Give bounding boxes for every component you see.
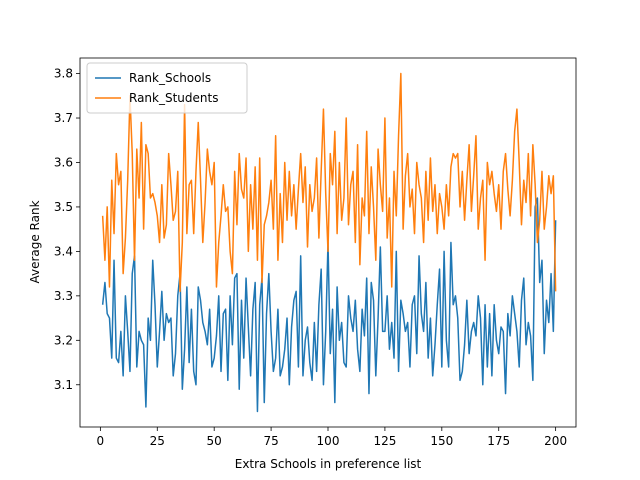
y-tick-label: 3.8 xyxy=(54,67,73,81)
x-tick-label: 150 xyxy=(430,434,453,448)
x-tick-label: 125 xyxy=(373,434,396,448)
x-axis-label: Extra Schools in preference list xyxy=(235,457,422,471)
y-tick-label: 3.5 xyxy=(54,200,73,214)
x-tick-label: 175 xyxy=(487,434,510,448)
y-tick-label: 3.1 xyxy=(54,378,73,392)
x-tick-label: 50 xyxy=(207,434,222,448)
legend-box xyxy=(86,62,248,114)
plot-frame xyxy=(79,57,577,428)
y-tick-label: 3.2 xyxy=(54,333,73,347)
line-series xyxy=(101,197,557,413)
y-tick-label: 3.4 xyxy=(54,244,73,258)
y-axis-label: Average Rank xyxy=(28,200,42,283)
y-tick-label: 3.3 xyxy=(54,289,73,303)
line-series xyxy=(101,72,557,293)
legend-label: Rank_Schools xyxy=(129,71,211,85)
legend-label: Rank_Students xyxy=(129,91,218,105)
x-tick-label: 0 xyxy=(97,434,105,448)
x-tick-label: 100 xyxy=(317,434,340,448)
y-tick-label: 3.6 xyxy=(54,155,73,169)
x-tick-label: 200 xyxy=(544,434,567,448)
x-tick-label: 25 xyxy=(150,434,165,448)
y-tick-label: 3.7 xyxy=(54,111,73,125)
x-tick-label: 75 xyxy=(263,434,278,448)
